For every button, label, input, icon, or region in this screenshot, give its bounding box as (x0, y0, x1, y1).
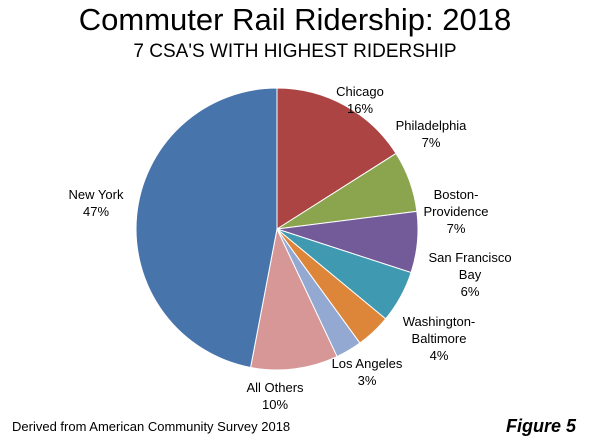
slice-name-label: Washington- (403, 314, 476, 329)
slice-label: Los Angeles 3% (332, 356, 403, 388)
slice-value-label: 47% (83, 204, 109, 219)
slice-value-label: 3% (358, 373, 377, 388)
slice-value-label: 4% (430, 348, 449, 363)
slice-label: Philadelphia 7% (396, 118, 468, 150)
pie-slice (249, 227, 338, 371)
slice-label: San Francisco Bay 6% (428, 250, 511, 299)
slice-value-label: 7% (447, 221, 466, 236)
pie-slice (276, 87, 397, 230)
chart-subtitle: 7 CSA'S WITH HIGHEST RIDERSHIP (133, 41, 457, 62)
slice-value-label: 7% (422, 135, 441, 150)
slice-name-label: Philadelphia (396, 118, 468, 133)
slice-name-label: Bay (459, 267, 482, 282)
slice-name-label: Chicago (336, 84, 384, 99)
pie-slice (135, 87, 278, 369)
slice-label: Chicago 16% (336, 84, 384, 116)
source-footnote: Derived from American Community Survey 2… (12, 419, 291, 434)
slice-label: All Others 10% (246, 380, 304, 412)
slice-label: New York 47% (69, 187, 124, 219)
slice-label: Washington- Baltimore 4% (403, 314, 476, 363)
slice-name-label: New York (69, 187, 124, 202)
slice-label: Boston- Providence 7% (423, 187, 488, 236)
slice-name-label: Boston- (434, 187, 479, 202)
slice-name-label: San Francisco (428, 250, 511, 265)
slice-name-label: All Others (246, 380, 304, 395)
figure-label: Figure 5 (505, 416, 576, 436)
slice-name-label: Los Angeles (332, 356, 403, 371)
slice-value-label: 6% (461, 284, 480, 299)
slice-value-label: 16% (347, 101, 373, 116)
slice-value-label: 10% (262, 397, 288, 412)
slice-name-label: Providence (423, 204, 488, 219)
chart-title: Commuter Rail Ridership: 2018 (78, 2, 512, 37)
slice-name-label: Baltimore (412, 331, 467, 346)
